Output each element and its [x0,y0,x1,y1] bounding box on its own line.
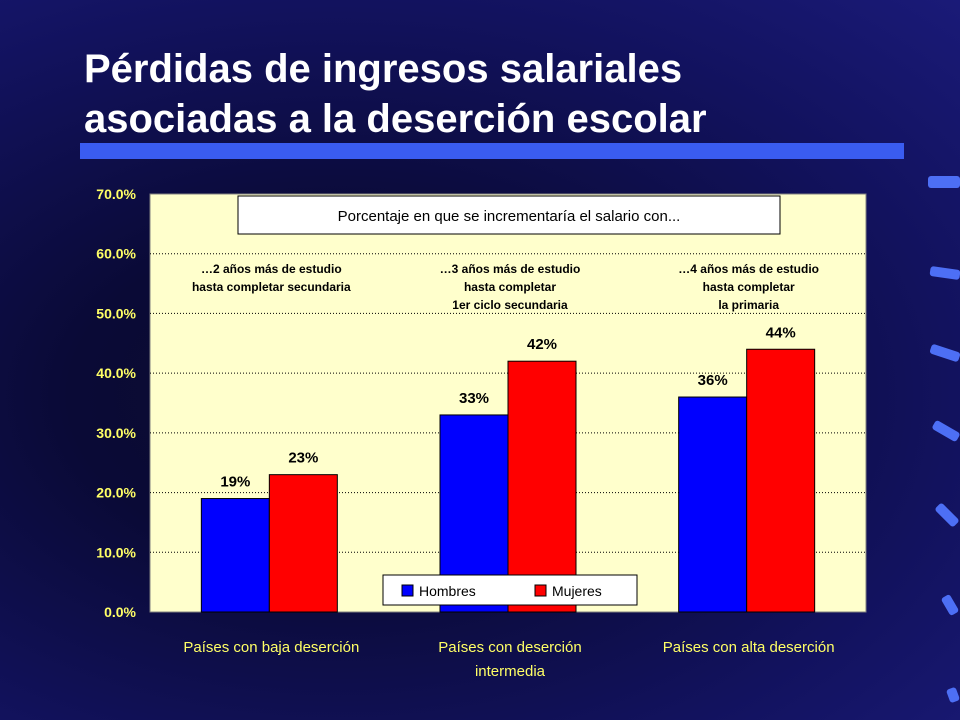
bar-hombres [678,396,748,613]
group-note: …4 años más de estudio [678,262,819,276]
legend-swatch [401,584,414,597]
data-label: 36% [698,372,728,389]
bar-hombres [200,498,270,613]
legend-box [382,574,638,606]
x-category-label: Países con alta deserción [663,639,835,656]
title-underline-bar [80,143,904,159]
y-tick-label: 0.0% [104,604,136,620]
slide-title-line2: asociadas a la deserción escolar [84,97,707,141]
legend-swatch [534,584,547,597]
data-label: 19% [220,474,250,491]
legend-label: Hombres [419,583,476,599]
x-category-label: intermedia [475,663,546,680]
legend-label: Mujeres [552,583,602,599]
bar-mujeres [268,474,338,613]
y-tick-label: 10.0% [96,544,136,560]
y-tick-label: 50.0% [96,305,136,321]
group-note: hasta completar secundaria [192,280,351,294]
y-tick-label: 70.0% [96,186,136,202]
y-tick-label: 60.0% [96,246,136,262]
y-tick-label: 40.0% [96,365,136,381]
x-category-label: Países con deserción [438,639,581,656]
group-note: …2 años más de estudio [201,262,342,276]
data-label: 44% [766,324,796,341]
group-note: la primaria [718,298,779,312]
y-tick-label: 20.0% [96,485,136,501]
data-label: 33% [459,390,489,407]
bar-mujeres [746,348,816,613]
x-category-label: Países con baja deserción [183,639,359,656]
group-note: hasta completar [464,280,556,294]
group-note: …3 años más de estudio [440,262,581,276]
slide-title: Pérdidas de ingresos salariales asociada… [84,44,904,144]
slide-title-line1: Pérdidas de ingresos salariales [84,47,683,91]
data-label: 23% [288,450,318,467]
bar-mujeres [507,360,577,613]
decorative-stripe [928,176,960,188]
y-tick-label: 30.0% [96,425,136,441]
group-note: 1er ciclo secundaria [452,298,568,312]
chart-title: Porcentaje en que se incrementaría el sa… [338,208,681,225]
data-label: 42% [527,336,557,353]
group-note: hasta completar [703,280,795,294]
chart-title-box [237,195,781,235]
